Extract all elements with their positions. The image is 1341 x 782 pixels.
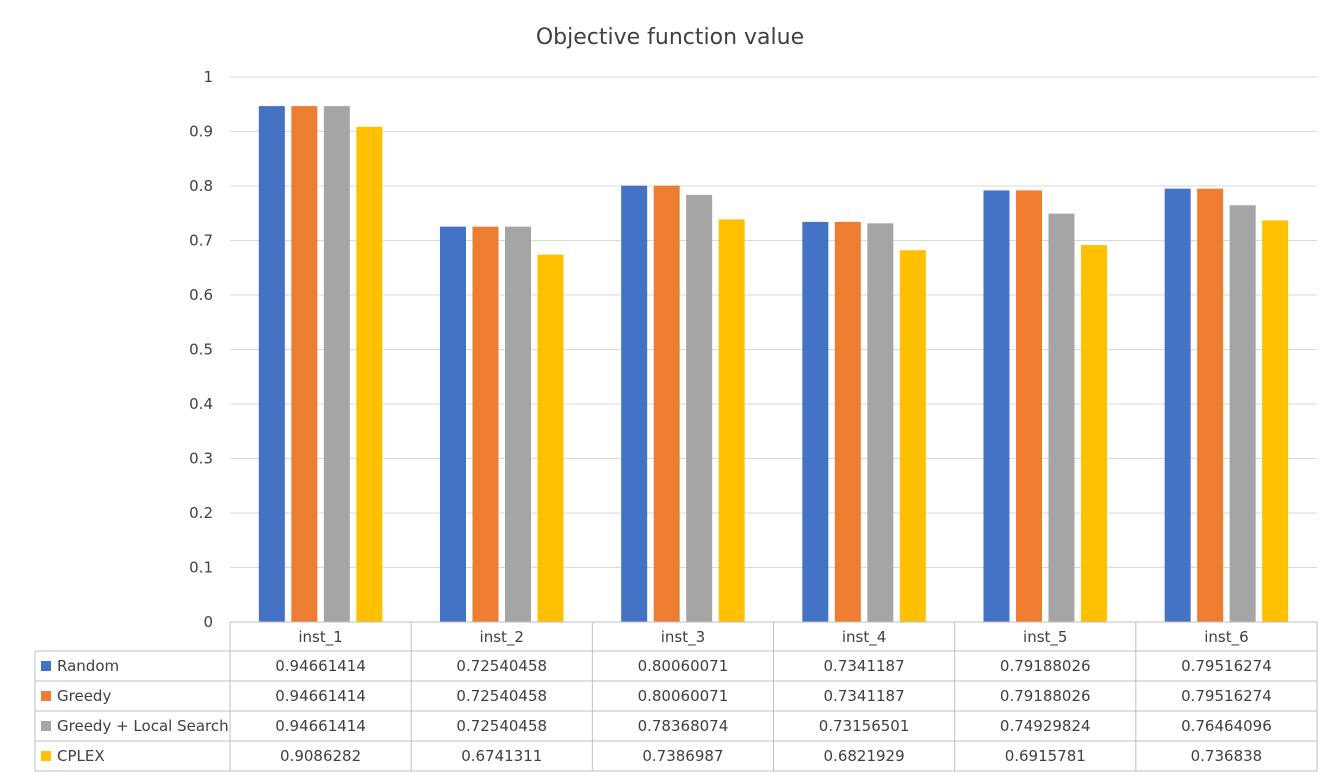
y-tick-label: 0 — [203, 613, 213, 631]
data-label: 0.79188026 — [1000, 687, 1091, 705]
x-tick-label: inst_2 — [480, 628, 524, 647]
bar-inst_1-cplex — [356, 126, 383, 622]
bar-inst_3-greedy-local-search — [686, 194, 713, 623]
bar-inst_6-cplex — [1262, 220, 1289, 623]
y-tick-label: 0.3 — [189, 450, 213, 468]
y-tick-label: 0.8 — [189, 177, 213, 195]
x-tick-label: inst_1 — [298, 628, 342, 647]
y-tick-label: 0.5 — [189, 341, 213, 359]
gridlines — [230, 76, 1317, 568]
data-label: 0.72540458 — [456, 687, 547, 705]
y-tick-label: 0.9 — [189, 123, 213, 141]
bar-inst_1-greedy — [291, 106, 318, 623]
data-label: 0.80060071 — [638, 657, 729, 675]
legend-label: Greedy — [57, 687, 111, 705]
bar-inst_5-greedy-local-search — [1048, 213, 1075, 623]
bar-inst_6-greedy-local-search — [1229, 205, 1256, 622]
bar-inst_4-random — [802, 221, 829, 622]
x-tick-label: inst_6 — [1204, 628, 1248, 647]
y-tick-label: 0.7 — [189, 232, 213, 250]
data-label: 0.72540458 — [456, 657, 547, 675]
bar-inst_2-random — [440, 226, 466, 622]
bar-inst_4-greedy — [834, 221, 861, 622]
bar-inst_1-random — [258, 106, 285, 623]
y-tick-label: 0.4 — [189, 395, 213, 413]
data-label: 0.79516274 — [1181, 657, 1272, 675]
bar-inst_6-random — [1164, 188, 1191, 623]
y-tick-label: 1 — [203, 68, 213, 86]
data-label: 0.7341187 — [824, 657, 905, 675]
bar-inst_2-greedy-local-search — [505, 226, 531, 622]
data-label: 0.74929824 — [1000, 717, 1091, 735]
x-tick-label: inst_4 — [842, 628, 886, 647]
y-tick-label: 0.2 — [189, 504, 213, 522]
bar-inst_5-cplex — [1081, 245, 1107, 622]
data-label: 0.6821929 — [824, 747, 905, 765]
data-label: 0.94661414 — [275, 717, 366, 735]
bar-inst_4-greedy-local-search — [867, 223, 894, 623]
data-label: 0.94661414 — [275, 657, 366, 675]
bar-inst_6-greedy — [1197, 188, 1224, 623]
data-label: 0.736838 — [1191, 747, 1263, 765]
bar-inst_1-greedy-local-search — [323, 106, 350, 623]
data-label: 0.79188026 — [1000, 657, 1091, 675]
data-table: inst_1 inst_2 inst_3 inst_4 inst_5 inst_6 Rand… — [34, 621, 1318, 772]
data-label: 0.79516274 — [1181, 687, 1272, 705]
legend-label: Random — [57, 657, 119, 675]
data-label: 0.6915781 — [1005, 747, 1086, 765]
y-tick-label: 0.1 — [189, 559, 213, 577]
legend-label: Greedy + Local Search — [57, 717, 229, 735]
y-axis-ticks: 0 0.1 0.2 0.3 0.4 0.5 0.6 0.7 0.8 0.9 1 — [189, 68, 213, 631]
bar-inst_3-random — [621, 185, 648, 622]
bar-inst_2-cplex — [537, 254, 564, 622]
legend-key — [41, 661, 51, 671]
data-label: 0.80060071 — [638, 687, 729, 705]
legend-key — [41, 721, 51, 731]
data-label: 0.94661414 — [275, 687, 366, 705]
data-label: 0.6741311 — [461, 747, 542, 765]
data-label: 0.7341187 — [824, 687, 905, 705]
bar-inst_4-cplex — [899, 250, 926, 622]
bar-inst_5-random — [983, 190, 1010, 622]
bars — [258, 106, 1289, 623]
legend-label: CPLEX — [57, 747, 105, 765]
data-label: 0.7386987 — [642, 747, 723, 765]
data-label: 0.76464096 — [1181, 717, 1272, 735]
y-tick-label: 0.6 — [189, 286, 213, 304]
bar-inst_3-cplex — [718, 219, 745, 622]
data-label: 0.78368074 — [638, 717, 729, 735]
bar-inst_5-greedy — [1016, 190, 1042, 622]
data-label: 0.72540458 — [456, 717, 547, 735]
x-tick-label: inst_5 — [1023, 628, 1067, 647]
legend-key — [41, 691, 51, 701]
data-label: 0.9086282 — [280, 747, 361, 765]
data-label: 0.73156501 — [819, 717, 910, 735]
chart-title: Objective function value — [536, 25, 804, 50]
x-tick-label: inst_3 — [661, 628, 705, 647]
bar-inst_2-greedy — [472, 226, 499, 622]
legend-key — [41, 751, 51, 761]
bar-inst_3-greedy — [653, 185, 680, 622]
